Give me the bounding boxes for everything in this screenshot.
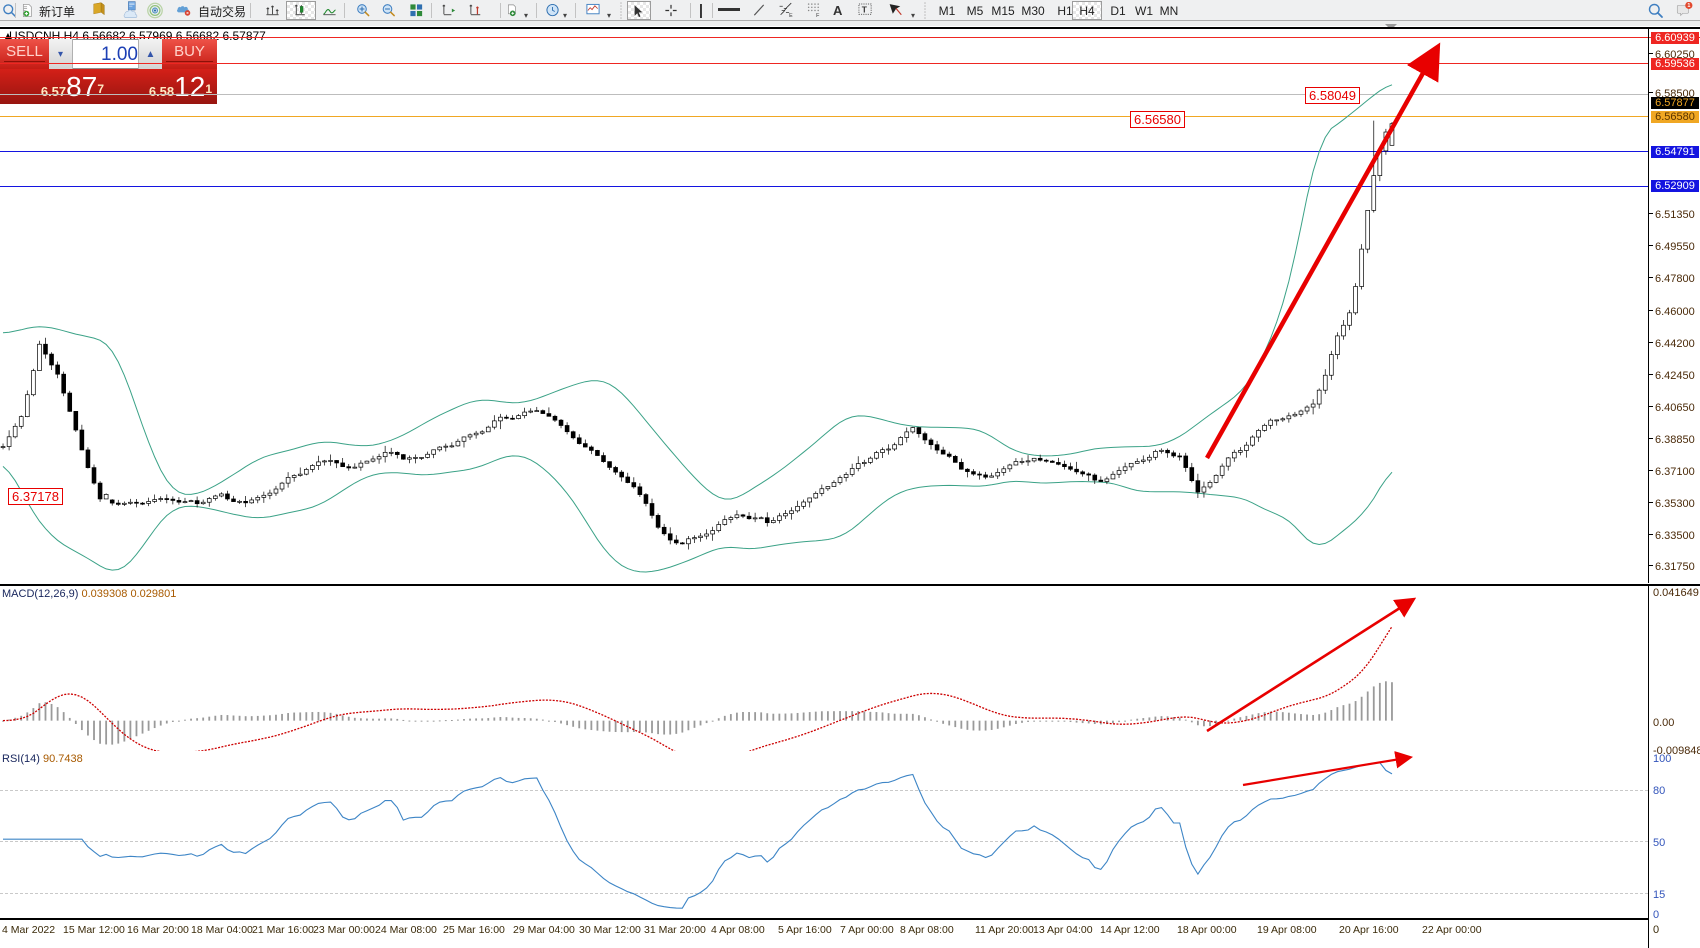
svg-text:E: E: [789, 13, 793, 19]
svg-text:F: F: [816, 13, 820, 19]
svg-text:1: 1: [1687, 3, 1690, 9]
svg-text:T: T: [862, 4, 868, 14]
